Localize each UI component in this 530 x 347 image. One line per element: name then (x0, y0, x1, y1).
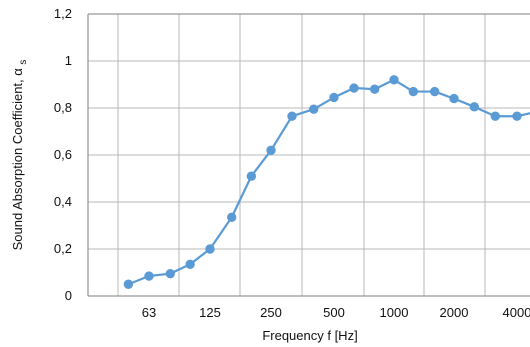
x-tick-label: 1000 (380, 305, 409, 320)
x-axis-label: Frequency f [Hz] (262, 328, 357, 343)
x-tick-label: 250 (260, 305, 282, 320)
y-axis-label: Sound Absorption Coefficient, α s (10, 60, 29, 251)
y-tick-label: 0,4 (54, 194, 72, 209)
x-tick-label: 125 (199, 305, 221, 320)
data-point-15 (429, 86, 440, 97)
data-point-2 (165, 268, 175, 279)
y-axis-label-subscript: s (18, 60, 29, 65)
data-point-19 (512, 111, 522, 121)
data-point-9 (309, 104, 319, 114)
data-point-8 (287, 111, 297, 121)
tick-layer: 0 0,2 0,4 0,6 0,8 1 1,2 63 125 250 500 1000 2000 4000 (54, 6, 530, 320)
data-point-6 (246, 171, 257, 181)
y-tick-label: 0 (65, 288, 72, 303)
data-point-17 (469, 102, 479, 112)
y-tick-label: 1 (65, 53, 72, 68)
data-point-16 (449, 93, 459, 104)
series-layer (123, 75, 530, 289)
series-line (127, 78, 530, 286)
grid-layer (88, 14, 530, 296)
data-point-4 (205, 244, 215, 254)
x-tick-label: 4000 (503, 305, 530, 320)
data-point-13 (389, 75, 399, 85)
data-point-7 (266, 145, 276, 156)
data-point-5 (227, 212, 237, 222)
data-point-12 (369, 84, 380, 94)
y-axis-label-main: Sound Absorption Coefficient, α (10, 68, 25, 251)
data-point-3 (185, 259, 195, 269)
y-tick-label: 0,8 (54, 100, 72, 115)
data-point-0 (123, 279, 134, 289)
data-point-1 (144, 271, 154, 281)
y-tick-label: 1,2 (54, 6, 72, 21)
frame-layer (87, 13, 530, 297)
x-tick-label: 63 (142, 305, 156, 320)
x-tick-label: 500 (323, 305, 345, 320)
data-point-18 (490, 111, 500, 121)
x-tick-label: 2000 (440, 305, 469, 320)
y-tick-label: 0,6 (54, 147, 72, 162)
data-point-10 (329, 92, 339, 103)
data-point-14 (408, 86, 419, 97)
y-tick-label: 0,2 (54, 241, 72, 256)
data-point-11 (349, 83, 359, 93)
